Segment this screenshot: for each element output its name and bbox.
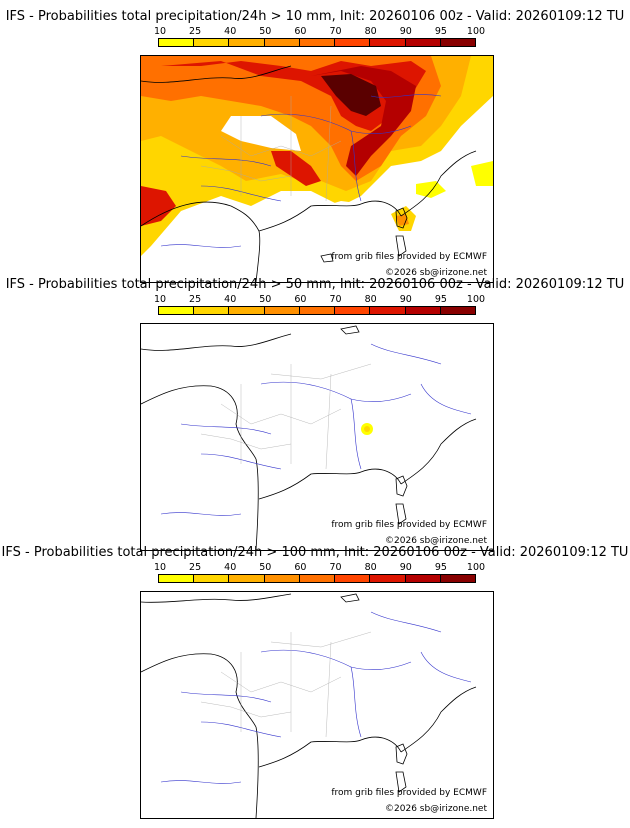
map-svg xyxy=(141,56,493,282)
legend-swatch xyxy=(194,575,230,582)
panel-title: IFS - Probabilities total precipitation/… xyxy=(5,9,625,24)
legend-label: 25 xyxy=(189,562,202,573)
legend-swatch xyxy=(405,39,441,46)
legend-swatch xyxy=(264,307,300,314)
probability-map: from grib files provided by ECMWF ©2026 … xyxy=(140,55,494,283)
legend-label: 70 xyxy=(329,294,342,305)
legend-label: 25 xyxy=(189,26,202,37)
legend-label: 10 xyxy=(153,294,167,305)
rivers xyxy=(160,94,442,248)
legend-label: 95 xyxy=(434,294,447,305)
legend-swatch xyxy=(370,307,406,314)
legend-label: 10 xyxy=(153,562,167,573)
probability-map: from grib files provided by ECMWF ©2026 … xyxy=(140,591,494,819)
legend-swatch xyxy=(194,307,230,314)
admin-borders xyxy=(200,363,372,470)
panel-title: IFS - Probabilities total precipitation/… xyxy=(5,277,625,292)
legend-labels: 10 25 40 50 60 70 80 90 95 100 xyxy=(154,562,485,573)
legend-label: 90 xyxy=(399,294,412,305)
rivers xyxy=(160,611,472,784)
legend-label: 100 xyxy=(466,294,486,305)
legend-swatch xyxy=(405,575,441,582)
source-credit: from grib files provided by ECMWF xyxy=(331,788,487,798)
probability-shading xyxy=(361,423,373,435)
legend-label: 70 xyxy=(329,562,342,573)
legend-label: 60 xyxy=(294,26,307,37)
legend-swatch xyxy=(159,39,195,46)
legend-label: 95 xyxy=(434,26,447,37)
legend-label: 60 xyxy=(294,562,307,573)
copyright-credit: ©2026 sb@irizone.net xyxy=(385,804,487,814)
legend-swatch xyxy=(194,39,230,46)
legend-swatch xyxy=(405,307,441,314)
legend-label: 100 xyxy=(466,26,486,37)
legend-swatch xyxy=(229,575,265,582)
panel-title: IFS - Probabilities total precipitation/… xyxy=(1,545,629,560)
legend-swatch xyxy=(440,307,475,314)
source-credit: from grib files provided by ECMWF xyxy=(331,520,487,530)
legend-swatch xyxy=(264,575,300,582)
legend-swatch xyxy=(264,39,300,46)
legend-label: 70 xyxy=(329,26,342,37)
legend-swatch xyxy=(335,39,371,46)
rivers xyxy=(160,343,472,516)
map-panel-100mm: IFS - Probabilities total precipitation/… xyxy=(0,544,630,820)
legend-label: 40 xyxy=(224,26,237,37)
legend-swatch xyxy=(229,307,265,314)
map-svg xyxy=(141,325,477,550)
legend-swatch xyxy=(229,39,265,46)
legend-swatch xyxy=(440,39,475,46)
probability-map: from grib files provided by ECMWF ©2026 … xyxy=(140,323,494,551)
legend-label: 50 xyxy=(259,562,272,573)
color-legend-bar xyxy=(158,574,476,583)
legend-swatch xyxy=(370,575,406,582)
legend-label: 80 xyxy=(364,562,377,573)
legend-swatch xyxy=(335,307,371,314)
legend-swatch xyxy=(299,307,336,314)
legend-swatch xyxy=(159,575,195,582)
color-legend-bar xyxy=(158,306,476,315)
legend-label: 80 xyxy=(364,26,377,37)
legend-swatch xyxy=(299,39,336,46)
legend-label: 100 xyxy=(466,562,486,573)
legend-swatch xyxy=(440,575,475,582)
probability-shading xyxy=(141,56,493,282)
legend-swatch xyxy=(299,575,336,582)
legend-label: 10 xyxy=(153,26,167,37)
legend-label: 95 xyxy=(434,562,447,573)
legend-label: 40 xyxy=(224,294,237,305)
admin-borders xyxy=(200,631,372,738)
legend-label: 25 xyxy=(189,294,202,305)
map-panel-10mm: IFS - Probabilities total precipitation/… xyxy=(0,8,630,284)
legend-swatch xyxy=(370,39,406,46)
legend-label: 40 xyxy=(224,562,237,573)
legend-label: 50 xyxy=(259,294,272,305)
source-credit: from grib files provided by ECMWF xyxy=(331,252,487,262)
admin-borders xyxy=(200,96,342,202)
legend-label: 90 xyxy=(399,26,412,37)
copyright-credit: ©2026 sb@irizone.net xyxy=(385,536,487,546)
legend-swatch xyxy=(159,307,195,314)
legend-swatch xyxy=(335,575,371,582)
legend-label: 80 xyxy=(364,294,377,305)
coastlines xyxy=(141,325,477,550)
map-panel-50mm: IFS - Probabilities total precipitation/… xyxy=(0,276,630,552)
map-svg xyxy=(141,593,477,818)
legend-labels: 10 25 40 50 60 70 80 90 95 100 xyxy=(154,26,485,37)
copyright-credit: ©2026 sb@irizone.net xyxy=(385,268,487,278)
coastlines xyxy=(141,65,477,282)
legend-labels: 10 25 40 50 60 70 80 90 95 100 xyxy=(154,294,485,305)
legend-label: 60 xyxy=(294,294,307,305)
legend-label: 90 xyxy=(399,562,412,573)
color-legend-bar xyxy=(158,38,476,47)
legend-label: 50 xyxy=(259,26,272,37)
